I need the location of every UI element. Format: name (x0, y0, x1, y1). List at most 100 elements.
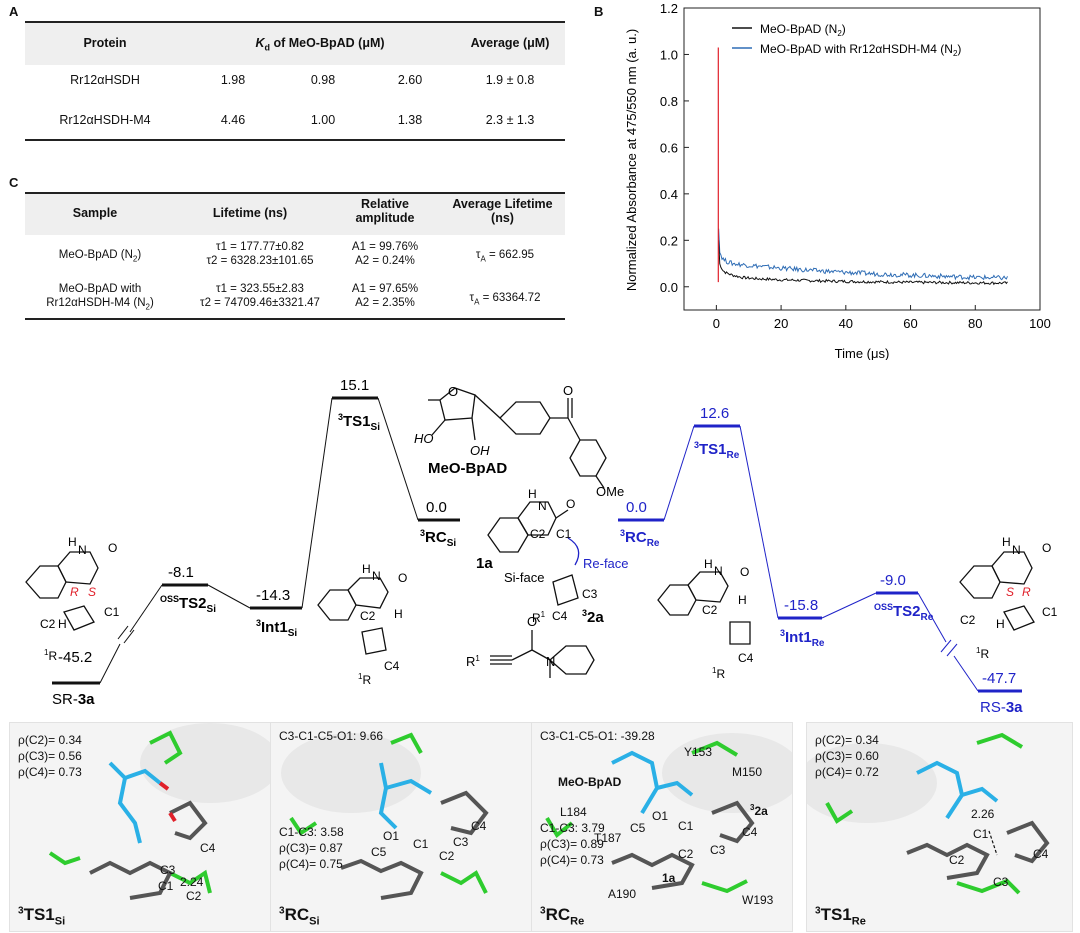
rcre-note-3: ρ(C4)= 0.73 (540, 853, 604, 867)
int1si-h: H (362, 562, 371, 576)
rcsi-note-3: ρ(C4)= 0.75 (279, 857, 343, 871)
panel-a-header-kd: Kd of MeO-BpAD (μM) (255, 36, 385, 53)
c-o-bond (555, 509, 569, 519)
panel-a-header-band (25, 22, 565, 65)
re-state-names: 3RCRe 3TS1Re 3Int1Re OSSTS2Re RS-3a (620, 440, 1023, 716)
rs3a-o: O (1042, 541, 1051, 555)
product-rs3a (959, 551, 1035, 631)
panel-c-bottom-rule (25, 318, 565, 320)
rcre-residue-l184: L184 (560, 805, 587, 819)
int1re-labels: H N O C2 H C4 1R (702, 557, 754, 681)
ts1si-atom-c3: C3 (160, 863, 176, 877)
rs3a-n: N (1012, 543, 1021, 557)
panel-c-row2-amplitude: A1 = 97.65% A2 = 2.35% (351, 283, 419, 309)
substrate-sticks (611, 800, 755, 890)
meobpad-stick (916, 760, 999, 820)
si-connector-3 (301, 397, 333, 609)
chart-y-axis-label: Normalized Absorbance at 475/550 nm (a. … (624, 29, 639, 291)
rcre-note-1: C1-C3: 3.79 (540, 821, 605, 835)
sr3a-pyridone (57, 551, 99, 585)
ts1si-render (48, 723, 270, 900)
rs3a-c1: C1 (1042, 605, 1058, 619)
panel-c-row1-sample: MeO-BpAD (N2) (58, 249, 142, 264)
panel-c-row1-amplitude: A1 = 99.76% A2 = 0.24% (351, 241, 419, 267)
label-2a: 32a (582, 608, 604, 626)
ts1re-atom-c3: C3 (993, 875, 1009, 889)
bottom-panel-ts1si: ρ(C2)= 0.34 ρ(C3)= 0.56 ρ(C4)= 0.73 C3 C… (9, 722, 271, 932)
rs3a-r1: 1R (976, 646, 989, 661)
ts1re-distance: 2.26 (971, 807, 995, 821)
residue-sticks (48, 730, 212, 894)
ts1re-label: 3TS1Re (815, 905, 866, 928)
phenyl-ring-2 (569, 439, 607, 477)
int1si-r1: 1R (358, 672, 371, 687)
int1re-h: H (704, 557, 713, 571)
int1re-pyridone (687, 571, 729, 603)
ribose-ring (439, 387, 476, 421)
panel-a-row2-avg: 2.3 ± 1.3 (485, 113, 535, 127)
name-rs3a: RS-3a (980, 699, 1023, 716)
meobpad-labels: O HO OH O OMe MeO-BpAD (414, 383, 624, 499)
chain-1 (511, 649, 533, 661)
rcre-label-1a: 1a (662, 871, 676, 885)
ts1si-atom-c1: C1 (158, 879, 174, 893)
panel-c-row2-lifetime: τ1 = 323.55±2.83 τ2 = 74709.46±3321.47 (200, 283, 320, 309)
ts1si-atom-c2: C2 (186, 889, 202, 903)
panel-c-header-lifetime: Lifetime (ns) (212, 206, 288, 220)
product-rs3a-labels: H N O S R C1 H C2 1R (960, 535, 1058, 661)
residue-sticks (289, 732, 488, 894)
ts1si-atom-c4: C4 (200, 841, 216, 855)
oh-label: OH (470, 443, 490, 458)
panel-c-letter: C (9, 175, 19, 190)
name-ts2si: OSSTS2Si (160, 594, 216, 615)
name-sr3a: SR-3a (52, 691, 95, 708)
value-ts1re: 12.6 (700, 405, 729, 422)
si-face-label: Si-face (504, 570, 544, 585)
panel-c-top-rule (25, 192, 565, 194)
re-connector-2 (739, 425, 779, 619)
value-rs3a: -47.7 (982, 670, 1016, 687)
residue-sticks (545, 740, 748, 894)
si-break-2 (123, 629, 135, 644)
name-ts1re: 3TS1Re (694, 440, 740, 461)
re-face-label: Re-face (583, 556, 629, 571)
residue-sticks (825, 732, 1024, 895)
si-connector-4 (377, 397, 419, 521)
value-int1si: -14.3 (256, 587, 290, 604)
c2-label: C2 (530, 527, 546, 541)
panel-c-header-average-lifetime: Average Lifetime (ns) (452, 197, 553, 225)
legend-label-series-1: MeO-BpAD (N2) (760, 22, 846, 38)
si-break-1 (117, 625, 129, 640)
rcre-atom-o1: O1 (652, 809, 669, 823)
ts1re-atom-c4: C4 (1033, 847, 1049, 861)
value-rcsi: 0.0 (426, 499, 447, 516)
panel-a-row2-v2: 1.00 (310, 113, 336, 127)
int1re-r1: 1R (712, 666, 725, 681)
chain-2 (531, 649, 551, 661)
int1si-hh: H (394, 607, 403, 621)
sr3a-c1: C1 (104, 605, 120, 619)
y-tick-label-2: 0.4 (660, 187, 678, 202)
sr3a-r1: 1R (44, 648, 57, 663)
phenyl-ring-1 (499, 401, 551, 435)
x-tick-label-4: 80 (968, 316, 982, 331)
x-tick-label-0: 0 (713, 316, 720, 331)
product-sr3a-labels: H N O R S C1 C2 H 1R (40, 535, 120, 663)
protein-backdrop (281, 733, 421, 813)
cyclobutane-2a (552, 537, 580, 606)
panel-a-top-rule (25, 21, 565, 23)
re-connectors (663, 425, 979, 692)
sr3a-h2: H (58, 617, 67, 631)
value-ts2si: -8.1 (168, 564, 194, 581)
sr3a-o: O (108, 541, 117, 555)
oh-bond (471, 417, 476, 441)
re-connector-1 (663, 425, 695, 521)
protein-backdrop (140, 723, 270, 803)
substrate-sticks (89, 800, 208, 900)
oxygen-marks (158, 781, 177, 823)
absorbance-chart: 0 20 40 60 80 100 0.0 0.2 0.4 0.6 0.8 1.0 1.2 Normal… (624, 1, 1051, 360)
product-sr3a (25, 551, 99, 631)
sr3a-s: S (88, 585, 96, 599)
ts1si-distance: 2.24 (180, 875, 204, 889)
ts1re-note-3: ρ(C4)= 0.72 (815, 765, 879, 779)
